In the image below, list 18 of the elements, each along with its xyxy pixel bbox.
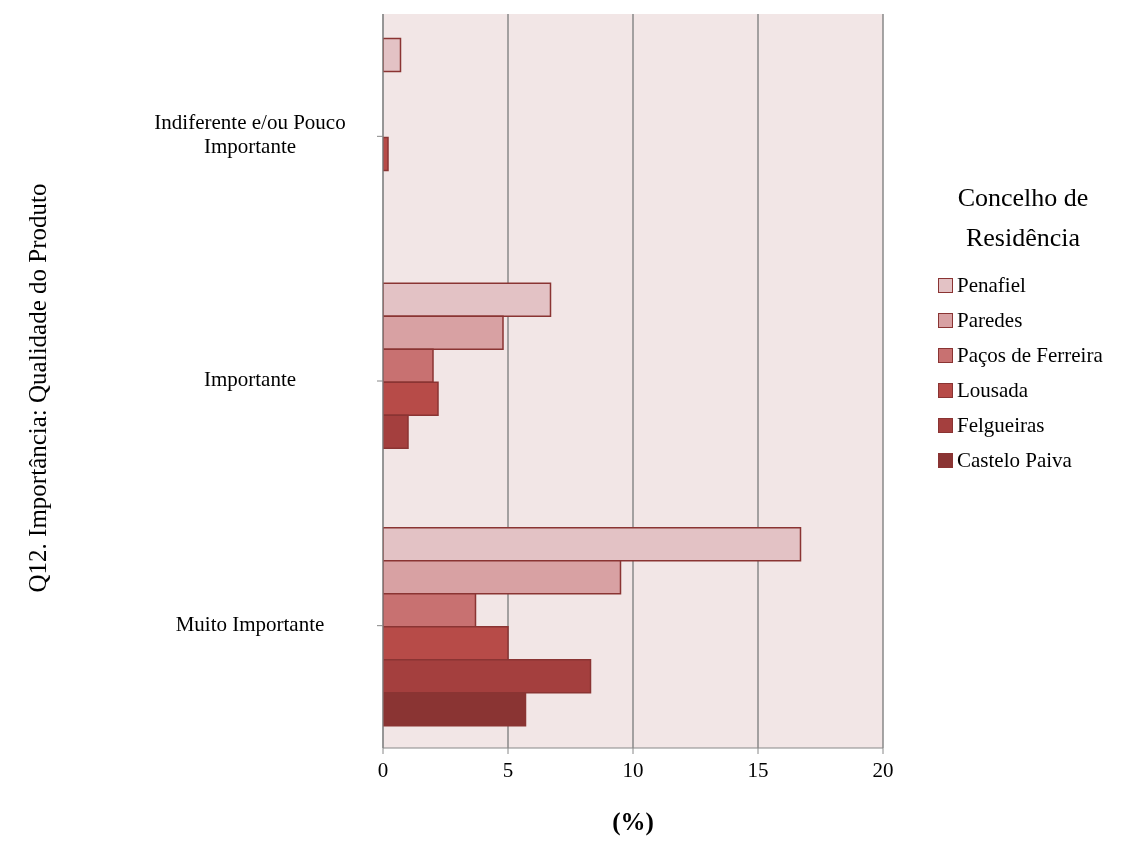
x-tick-label: 15 <box>747 757 769 782</box>
y-axis-title: Q12. Importância: Qualidade do Produto <box>24 183 52 593</box>
legend-label: Paços de Ferreira <box>957 343 1103 368</box>
y-tick-label: Muito Importante <box>175 611 325 636</box>
legend-label: Castelo Paiva <box>957 448 1072 473</box>
x-tick-label: 0 <box>377 757 389 782</box>
bar <box>383 37 402 73</box>
x-axis-title: (%) <box>611 808 655 836</box>
legend-label: Felgueiras <box>957 413 1045 438</box>
legend-label: Paredes <box>957 308 1023 333</box>
y-tick-label: Importante <box>203 366 297 391</box>
legend-title: Concelho de Residência <box>956 182 1090 254</box>
legend-label: Lousada <box>957 378 1029 403</box>
x-tick-label: 5 <box>502 757 514 782</box>
x-tick-label: 10 <box>622 757 644 782</box>
x-tick-label: 20 <box>872 757 894 782</box>
y-tick-label: Indiferente e/ou Pouco Importante <box>154 110 346 159</box>
legend-label: Penafiel <box>957 273 1026 298</box>
